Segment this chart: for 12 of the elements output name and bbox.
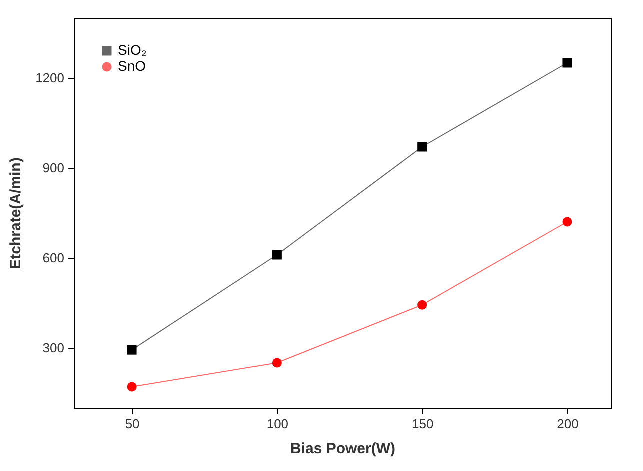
x-axis-title: Bias Power(W) [290,440,396,458]
x-tick-label: 100 [266,416,289,432]
y-tick-label: 300 [42,340,64,356]
legend-label: SnO [118,58,146,74]
x-tick-label: 150 [412,416,434,432]
legend-label: SiO₂ [118,42,147,58]
y-tick-label: 600 [42,250,64,266]
y-tick-label: 1200 [36,70,64,86]
y-axis-title: Etchrate(A/min) [8,158,25,270]
y-tick-label: 900 [42,160,64,176]
x-tick-label: 200 [557,416,579,432]
x-tick-label: 50 [125,416,140,432]
